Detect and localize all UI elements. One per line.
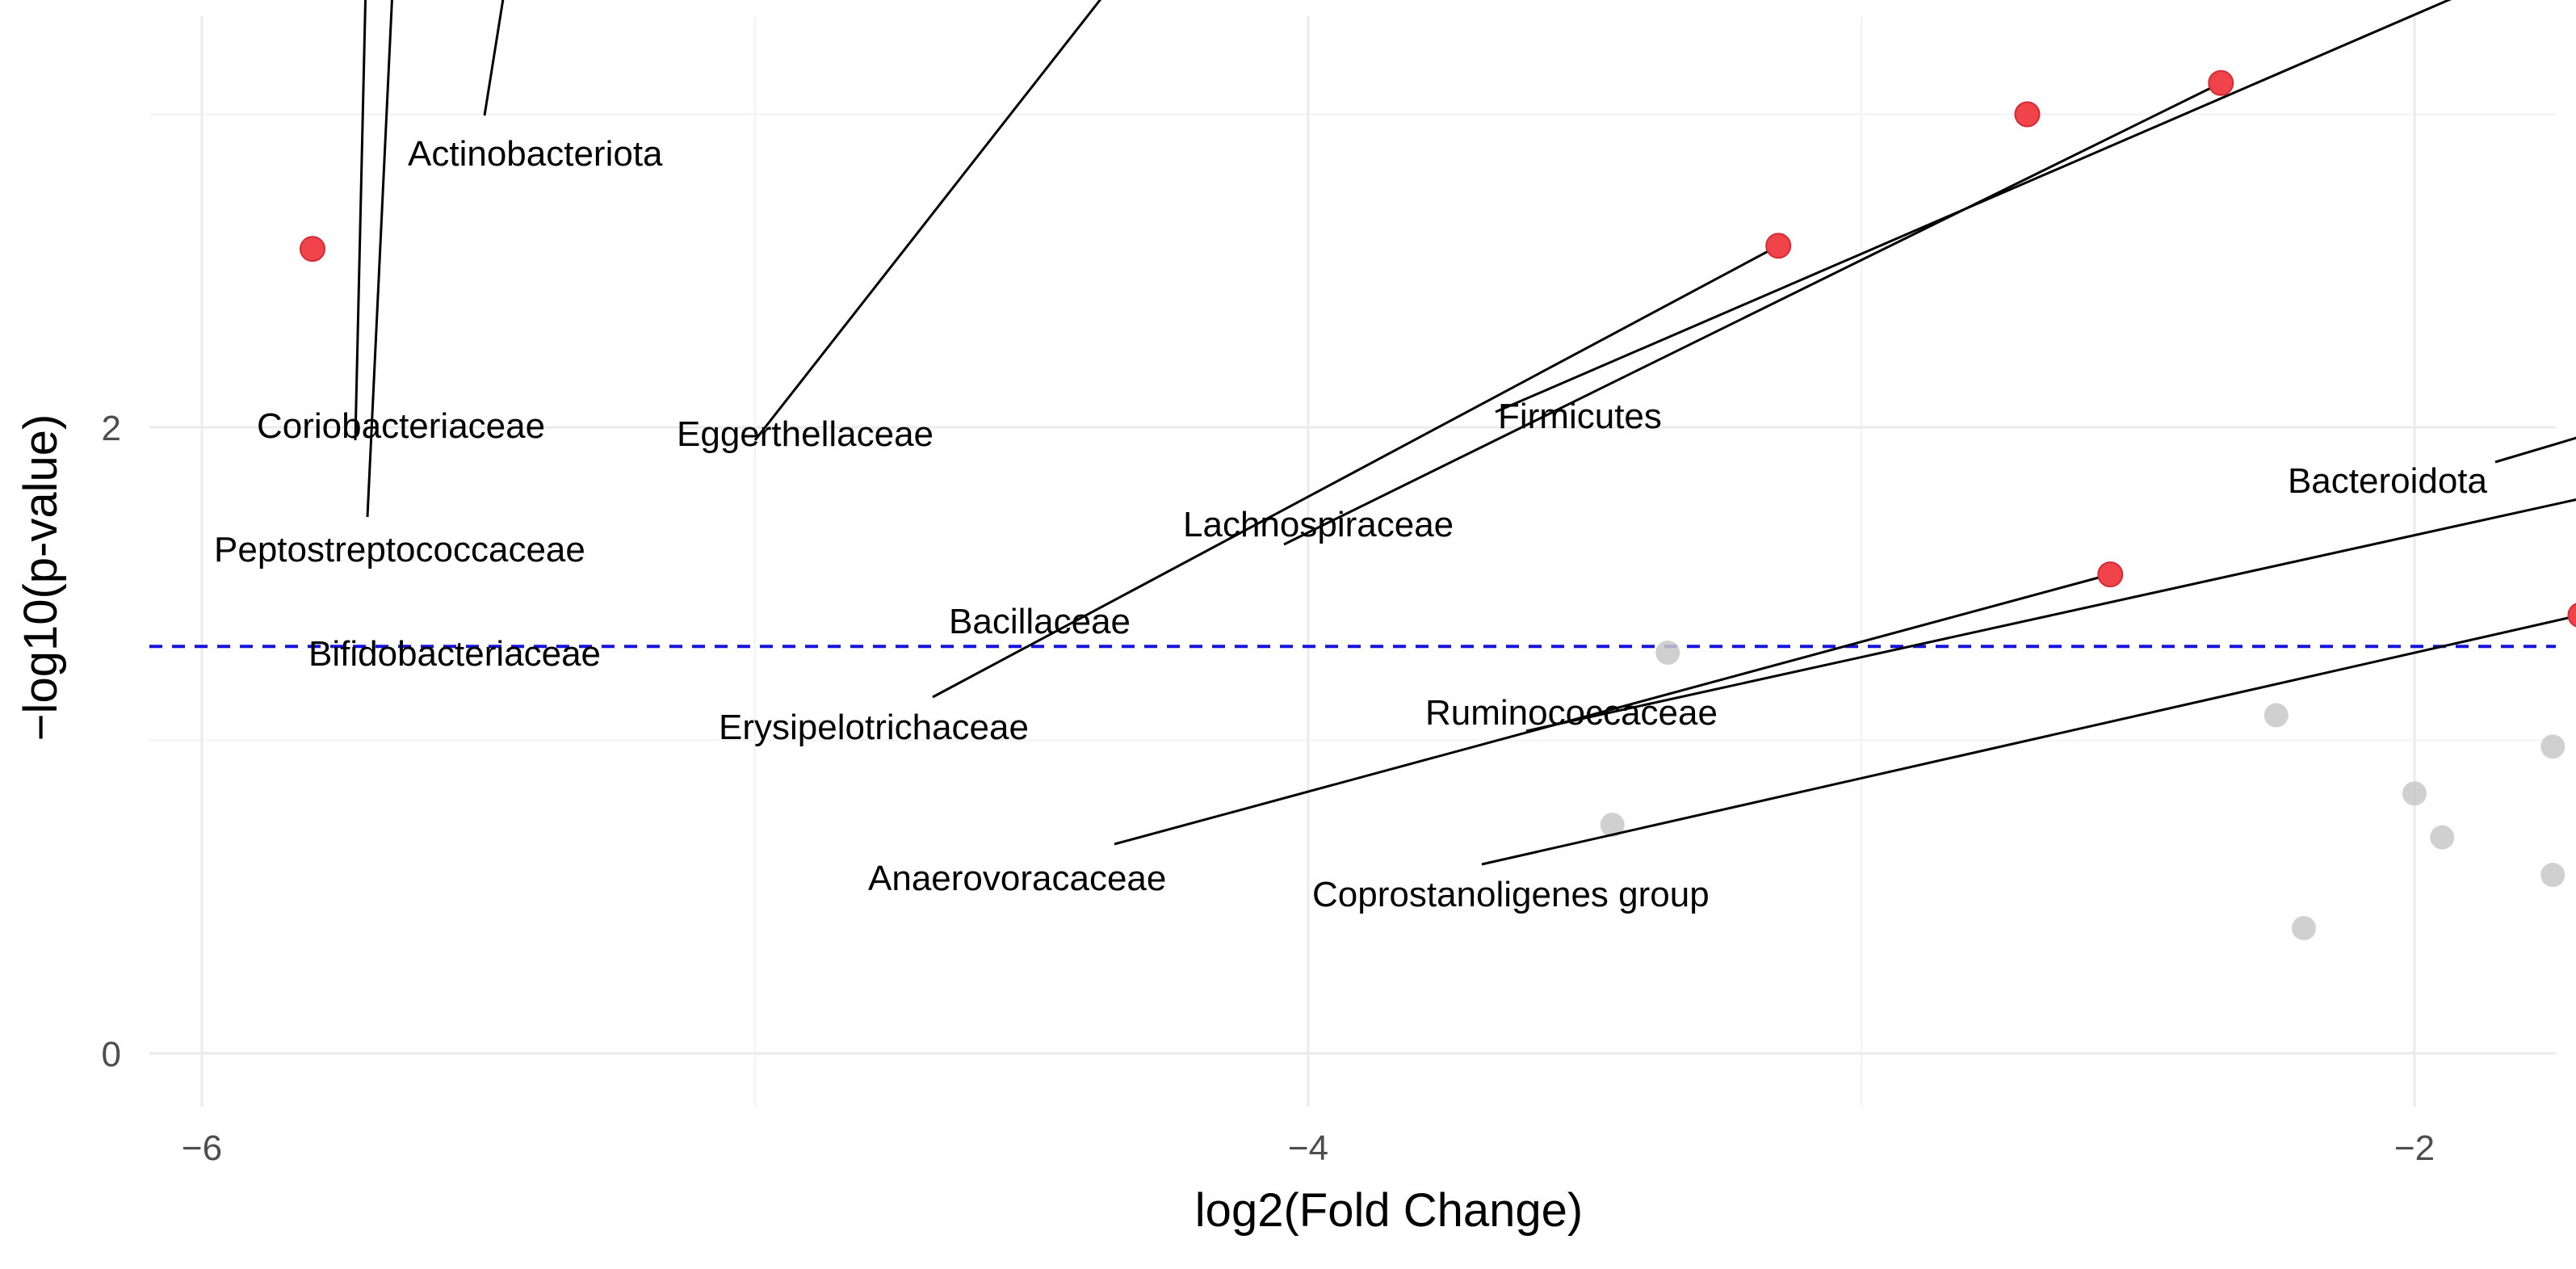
x-axis-title: log2(Fold Change)	[1195, 1184, 1583, 1237]
y-axis-title: −log10(p-value)	[15, 414, 67, 742]
x-tick-label: −4	[1288, 1128, 1328, 1168]
non-significant-point	[1600, 813, 1625, 838]
point-label: Actinobacteriota	[408, 134, 663, 174]
major-gridlines	[149, 16, 2556, 1107]
point-label: Firmicutes	[1498, 397, 1662, 436]
point-label: Erysipelotrichaceae	[719, 708, 1029, 747]
y-axis-tick-labels: 0246	[102, 409, 121, 1074]
non-significant-point	[2540, 734, 2566, 759]
point-label: Coriobacteriaceae	[257, 406, 545, 446]
leader-line	[354, 0, 367, 441]
non-significant-point	[2402, 781, 2427, 806]
non-significant-point	[1655, 641, 1680, 665]
non-significant-point	[2263, 703, 2289, 728]
non-significant-point	[2540, 863, 2566, 888]
x-axis-tick-labels: −6−4−202	[182, 1128, 2435, 1168]
point-label: Anaerovoracaceae	[868, 859, 1166, 898]
leader-line	[1481, 615, 2576, 866]
point-labels: Actinobacteriota Coriobacteriaceae Peptost…	[214, 134, 2488, 914]
point-label: Bifidobacteriaceae	[308, 634, 601, 674]
significant-point	[2567, 603, 2576, 628]
point-label: Bacteroidota	[2288, 461, 2488, 501]
leader-line	[366, 0, 393, 518]
threshold-lines	[149, 645, 2556, 649]
significant-point	[2014, 101, 2041, 128]
leader-line	[932, 244, 1779, 699]
y-tick-label: 0	[102, 1035, 121, 1074]
non-significant-point	[2430, 825, 2455, 850]
significant-points	[300, 69, 2576, 628]
point-label: Coprostanoligenes group	[1312, 875, 1710, 914]
leader-line	[753, 0, 1102, 441]
point-label: Lachnospiraceae	[1183, 505, 1454, 544]
significant-point	[2097, 561, 2124, 588]
leader-line	[1283, 82, 2221, 546]
x-tick-label: −6	[182, 1128, 222, 1168]
non-significant-points	[1600, 641, 2566, 940]
point-label: Eggerthellaceae	[677, 414, 933, 454]
significant-point	[300, 236, 325, 263]
y-tick-label: 2	[102, 409, 121, 448]
point-label: Bacillaceae	[949, 602, 1131, 641]
point-label: Ruminococcaceae	[1425, 693, 1718, 733]
leader-line	[1525, 498, 2576, 733]
significant-point	[1765, 233, 1792, 259]
leader-line	[1114, 573, 2111, 846]
label-leader-lines	[354, 0, 2576, 866]
point-label: Peptostreptococcaceae	[214, 530, 585, 569]
significant-point	[2208, 69, 2234, 96]
x-tick-label: −2	[2394, 1128, 2435, 1168]
leader-line	[1495, 0, 2452, 414]
non-significant-point	[2292, 916, 2316, 940]
